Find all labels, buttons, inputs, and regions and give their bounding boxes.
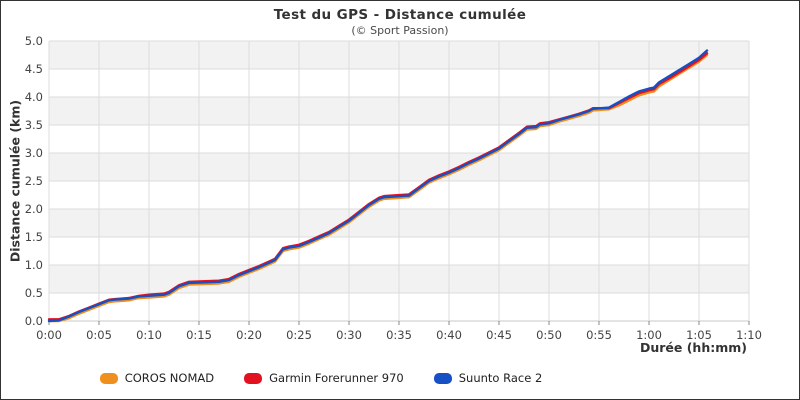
plot-area <box>47 40 750 325</box>
y-tick-label: 3.0 <box>24 146 43 160</box>
x-tick-label: 1:00 <box>636 328 662 342</box>
y-tick-label: 1.5 <box>24 230 43 244</box>
x-tick-label: 0:25 <box>286 328 312 342</box>
x-tick-label: 0:45 <box>486 328 512 342</box>
y-tick-label: 2.0 <box>24 202 43 216</box>
x-tick-label: 0:55 <box>586 328 612 342</box>
legend-swatch-coros-nomad <box>99 372 118 384</box>
x-tick-label: 0:40 <box>436 328 462 342</box>
legend-item-garmin-forerunner-970: Garmin Forerunner 970 <box>244 371 404 385</box>
series-line-2 <box>47 49 709 323</box>
y-tick-label: 0.0 <box>24 314 43 328</box>
x-tick-label: 0:00 <box>36 328 62 342</box>
x-tick-label: 1:05 <box>686 328 712 342</box>
chart-title: Test du GPS - Distance cumulée <box>273 7 527 23</box>
legend-item-coros-nomad: COROS NOMAD <box>99 371 215 385</box>
y-tick-label: 3.5 <box>24 118 43 132</box>
legend-label-suunto-race-2: Suunto Race 2 <box>458 371 543 385</box>
x-axis-title: Durée (hh:mm) <box>639 340 747 355</box>
y-tick-label: 1.0 <box>24 258 43 272</box>
legend-label-coros-nomad: COROS NOMAD <box>124 371 215 385</box>
legend-swatch-garmin-forerunner-970 <box>244 372 263 384</box>
x-tick-label: 0:30 <box>336 328 362 342</box>
legend-swatch-suunto-race-2 <box>433 372 452 384</box>
legend-item-suunto-race-2: Suunto Race 2 <box>433 371 543 385</box>
legend: COROS NOMAD Garmin Forerunner 970 Suunto… <box>1 371 641 385</box>
y-tick-label: 4.5 <box>24 62 43 76</box>
x-tick-label: 0:10 <box>136 328 162 342</box>
y-axis-title: Distance cumulée (km) <box>7 99 23 263</box>
y-tick-label: 0.5 <box>24 286 43 300</box>
y-tick-label: 5.0 <box>24 34 43 48</box>
x-tick-label: 0:50 <box>536 328 562 342</box>
x-tick-label: 0:35 <box>386 328 412 342</box>
x-tick-label: 0:20 <box>236 328 262 342</box>
y-tick-label: 2.5 <box>24 174 43 188</box>
legend-label-garmin-forerunner-970: Garmin Forerunner 970 <box>269 371 404 385</box>
y-tick-label: 4.0 <box>24 90 43 104</box>
x-tick-label: 0:05 <box>86 328 112 342</box>
x-tick-label: 0:15 <box>186 328 212 342</box>
x-tick-label: 1:10 <box>736 328 762 342</box>
chart-subtitle: (© Sport Passion) <box>351 24 449 37</box>
